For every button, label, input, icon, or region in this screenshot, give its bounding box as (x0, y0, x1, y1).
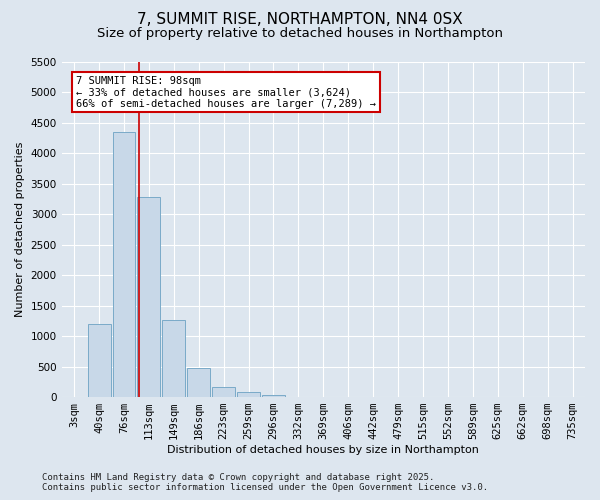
Bar (163, 320, 185, 397)
Bar (187, 368, 210, 397)
Text: 7, SUMMIT RISE, NORTHAMPTON, NN4 0SX: 7, SUMMIT RISE, NORTHAMPTON, NN4 0SX (137, 12, 463, 28)
Bar (237, 392, 260, 397)
Bar (113, 132, 136, 397)
Bar (262, 396, 285, 397)
Bar (212, 386, 235, 397)
Bar (88, 324, 110, 397)
Text: 7 SUMMIT RISE: 98sqm
← 33% of detached houses are smaller (3,624)
66% of semi-de: 7 SUMMIT RISE: 98sqm ← 33% of detached h… (76, 76, 376, 108)
Text: Size of property relative to detached houses in Northampton: Size of property relative to detached ho… (97, 28, 503, 40)
X-axis label: Distribution of detached houses by size in Northampton: Distribution of detached houses by size … (167, 445, 479, 455)
Bar (137, 197, 160, 397)
Text: Contains HM Land Registry data © Crown copyright and database right 2025.
Contai: Contains HM Land Registry data © Crown c… (42, 473, 488, 492)
Y-axis label: Number of detached properties: Number of detached properties (15, 142, 25, 317)
